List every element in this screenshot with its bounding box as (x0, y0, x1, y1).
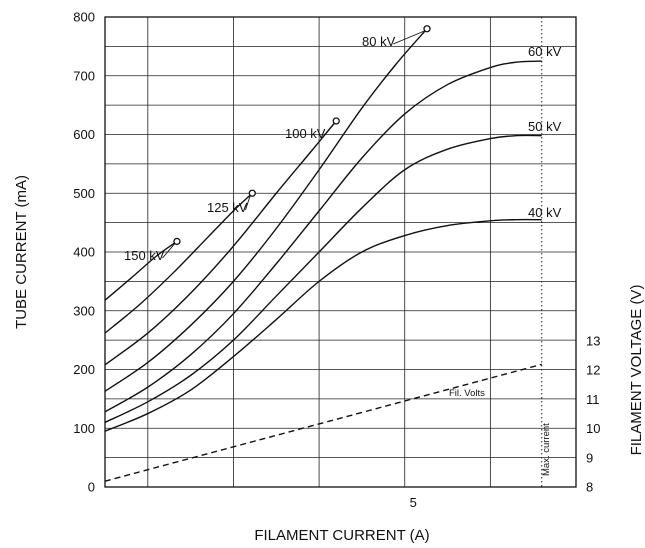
plot-border (104, 16, 577, 488)
max-current-label: Max. current (541, 423, 552, 476)
y-tick-label: 800 (73, 10, 95, 25)
y-tick-label: 200 (73, 362, 95, 377)
label-80-kv: 80 kV (362, 34, 396, 49)
marker-125-kv (248, 189, 256, 197)
marker-150-kv (173, 237, 181, 246)
leader-100-kv (323, 122, 335, 137)
curve-labels: 150 kV 125 kV 100 kV 80 kV 60 kV 50 kV 40 kV Fi… (124, 30, 562, 399)
y-tick-label: 100 (73, 421, 95, 436)
y-axis-title: TUBE CURRENT (mA) (13, 175, 30, 329)
label-150-kv: 150 kV (124, 248, 165, 263)
plot-frame (104, 16, 577, 488)
marker-100-kv (332, 117, 340, 125)
y2-tick-label: 10 (586, 421, 600, 436)
y-tick-label: 600 (73, 127, 95, 142)
y2-tick-label: 12 (586, 363, 600, 378)
x-axis-title: FILAMENT CURRENT (A) (254, 527, 429, 544)
curve-125-kv (104, 192, 253, 334)
curve-150-kv (104, 240, 178, 301)
y2-tick-labels: 8 9 10 11 12 13 (586, 334, 600, 495)
grid (105, 16, 576, 488)
curve-fil-volts (104, 363, 542, 482)
y2-tick-label: 11 (586, 392, 600, 407)
marker-80-kv (423, 25, 431, 33)
label-50-kv: 50 kV (528, 119, 562, 134)
curves (104, 28, 542, 482)
label-100-kv: 100 kV (285, 126, 326, 141)
y-tick-label: 700 (73, 68, 95, 83)
curve-60-kv (104, 60, 542, 413)
curve-endpoint-markers (173, 25, 431, 246)
label-60-kv: 60 kV (528, 44, 562, 59)
y2-tick-label: 13 (586, 334, 600, 349)
x-tick-labels: 5 (410, 495, 417, 510)
leader-125-kv (245, 195, 251, 211)
y2-axis-title: FILAMENT VOLTAGE (V) (628, 285, 645, 456)
y-tick-labels: 0 100 200 300 400 500 600 700 800 (73, 10, 95, 495)
y-tick-label: 0 (88, 480, 95, 495)
y-tick-label: 300 (73, 303, 95, 318)
curve-40-kv (104, 218, 542, 432)
curve-80-kv (104, 28, 428, 392)
label-fil-volts: Fil. Volts (449, 388, 485, 399)
leader-80-kv (393, 30, 426, 45)
curve-100-kv (104, 120, 337, 366)
y2-tick-label: 9 (586, 450, 593, 465)
y2-tick-label: 8 (586, 480, 593, 495)
curve-50-kv (104, 134, 542, 424)
leader-150-kv (162, 243, 176, 259)
x-tick-label: 5 (410, 495, 417, 510)
label-40-kv: 40 kV (528, 205, 562, 220)
label-125-kv: 125 kV (207, 200, 248, 215)
y-tick-label: 500 (73, 186, 95, 201)
y-tick-label: 400 (73, 245, 95, 260)
